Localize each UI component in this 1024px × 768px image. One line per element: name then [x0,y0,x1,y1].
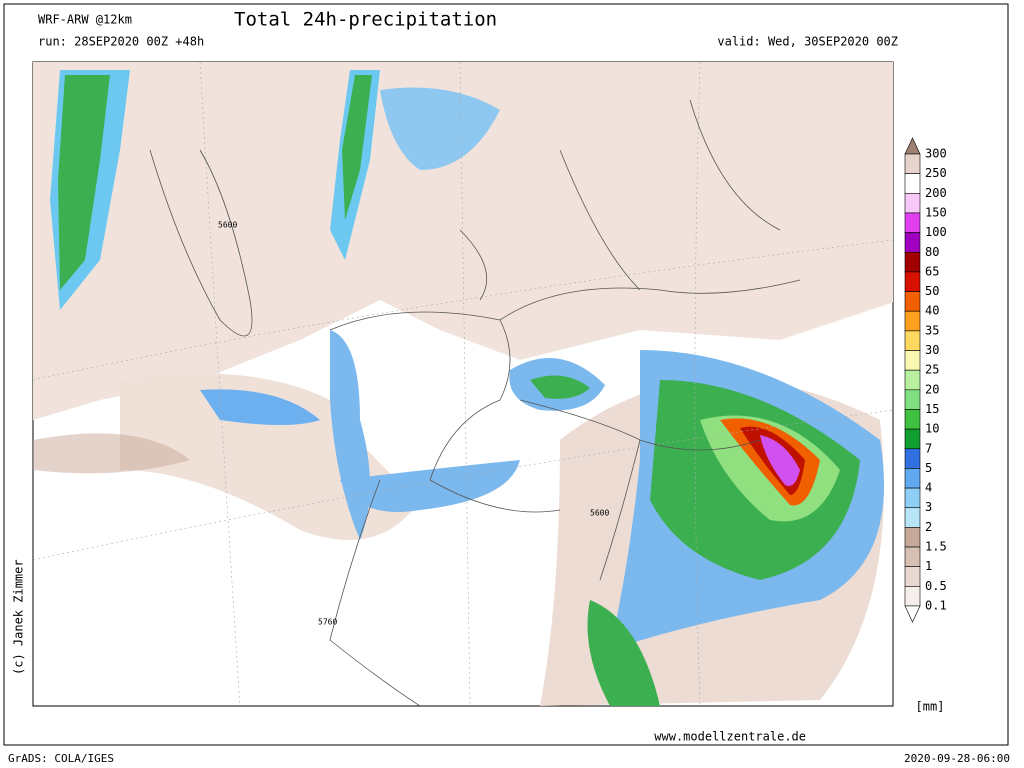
colorbar-box [904,330,921,351]
legend-label: 1.5 [925,540,947,554]
legend-label: 80 [925,245,939,259]
colorbar-box [904,566,921,587]
colorbar-box [904,409,921,430]
legend-label: 100 [925,225,947,239]
colorbar-box [904,232,921,253]
valid-label: valid: Wed, 30SEP2020 00Z [717,35,898,49]
legend-label: 50 [925,284,939,298]
software-label: GrADS: COLA/IGES [8,752,114,765]
title: Total 24h-precipitation [234,9,497,31]
colorbar-box [904,212,921,233]
legend-label: 15 [925,402,939,416]
contour-label: 5600 [590,509,609,518]
colorbar-box [904,369,921,391]
colorbar-box [904,507,921,528]
legend-label: 4 [925,481,932,495]
legend-label: 40 [925,304,939,318]
map: 5600 5600 5760 [32,61,894,707]
colorbar-cap [904,605,921,623]
colorbar-box [904,310,921,332]
legend-label: 5 [925,461,932,475]
colorbar-box [904,193,921,214]
colorbar-box [904,291,921,312]
colorbar-box [904,251,921,273]
colorbar-box [904,448,921,469]
legend-label: 150 [925,205,947,219]
colorbar-box [904,487,921,509]
run-label: run: 28SEP2020 00Z +48h [38,35,204,49]
legend-label: 35 [925,323,939,337]
legend-label: 7 [925,441,932,455]
legend-label: 2 [925,520,932,534]
unit-label: [mm] [916,700,945,714]
legend-label: 3 [925,500,932,514]
legend-label: 200 [925,186,947,200]
colorbar-box [904,173,921,194]
colorbar-box [904,468,921,489]
colorbar-box [904,428,921,450]
legend-label: 30 [925,343,939,357]
copyright: (c) Janek Zimmer [12,559,26,675]
frame [3,3,1009,746]
colorbar-box [904,586,921,607]
colorbar-box [904,271,921,292]
legend: 300 250 200 150 100 80 65 50 40 35 30 25 20 15 10 7 5 4 3 2… [904,137,947,623]
legend-label: 0.5 [925,579,947,593]
legend-label: 10 [925,422,939,436]
timestamp: 2020-09-28-06:00 [904,752,1010,765]
model-label: WRF-ARW @12km [38,13,132,27]
colorbar-cap [904,137,921,155]
colorbar-box [904,153,921,174]
colorbar-box [904,350,921,371]
contour-label: 5600 [218,221,237,230]
legend-label: 0.1 [925,599,947,613]
colorbar-box [904,527,921,548]
colorbar-box [904,389,921,410]
legend-label: 300 [925,147,947,161]
legend-label: 65 [925,264,939,278]
legend-label: 25 [925,363,939,377]
legend-label: 20 [925,382,939,396]
contour-label: 5760 [318,618,337,627]
website: www.modellzentrale.de [654,730,806,744]
colorbar-box [904,546,921,567]
legend-label: 250 [925,166,947,180]
legend-label: 1 [925,559,932,573]
